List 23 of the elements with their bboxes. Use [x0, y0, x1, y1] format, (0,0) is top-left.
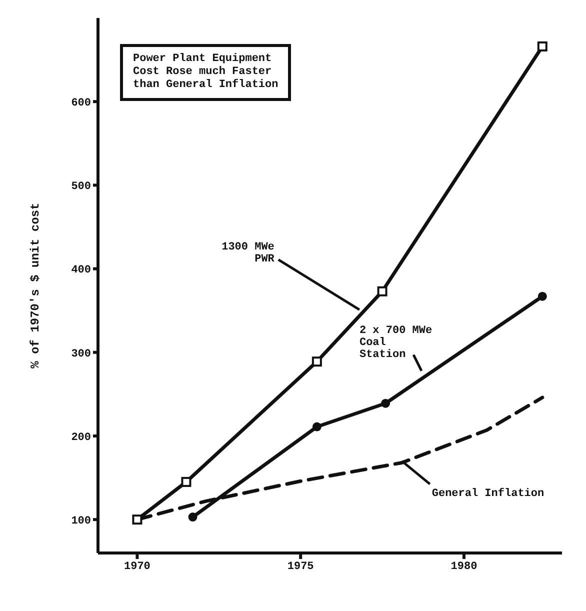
point	[381, 398, 390, 408]
annotation: Power Plant Equipment Cost Rose much Faster than General Inflation	[120, 44, 292, 101]
y-tick-label: 600	[71, 98, 91, 110]
point	[537, 41, 548, 52]
point	[538, 292, 547, 301]
point	[312, 422, 322, 432]
point	[312, 356, 322, 367]
point	[377, 286, 388, 296]
y-tick-label: 400	[71, 264, 91, 277]
y-tick-label: 500	[71, 181, 91, 194]
y-tick-label: 200	[71, 432, 91, 444]
y-axis-title: % of 1970's $ unit cost	[28, 202, 42, 368]
annotation: General Inflation	[432, 487, 544, 500]
annotation: 1300 MWe PWR	[222, 242, 275, 266]
x-tick-label: 1975	[287, 560, 314, 573]
y-tick-label: 300	[71, 348, 91, 360]
point	[181, 476, 192, 487]
x-tick-label: 1980	[450, 560, 478, 573]
x-tick-label: 1970	[124, 560, 150, 573]
point	[188, 512, 198, 522]
annotation: 2 x 700 MWe Coal Station	[359, 324, 433, 361]
y-tick-label: 100	[71, 515, 91, 528]
point	[132, 514, 142, 525]
